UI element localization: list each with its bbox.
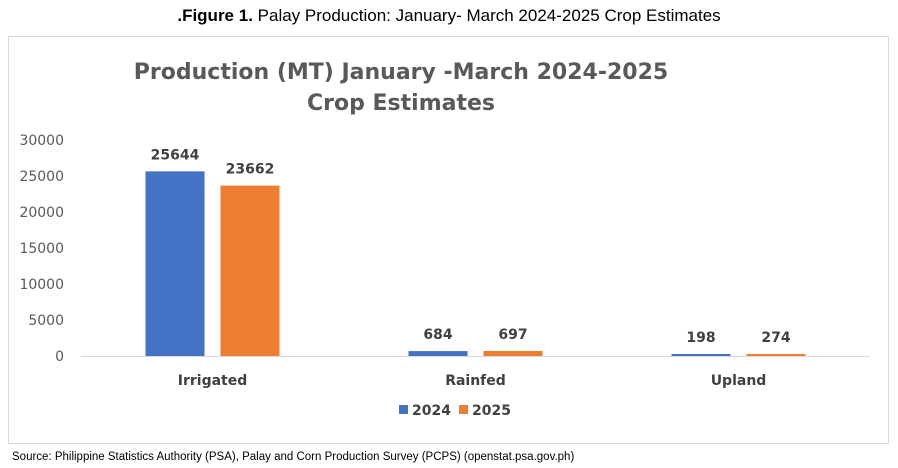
y-tick-label: 25000 <box>19 169 64 185</box>
data-label: 274 <box>761 330 790 346</box>
y-tick-label: 15000 <box>19 241 64 257</box>
legend-label: 2024 <box>412 403 451 419</box>
legend-swatch-2025 <box>459 405 468 414</box>
data-label: 198 <box>686 330 715 346</box>
y-tick-label: 0 <box>55 349 64 365</box>
bar-chart: Production (MT) January -March 2024-2025… <box>19 60 870 419</box>
data-label: 23662 <box>226 162 275 178</box>
x-tick-label: Rainfed <box>445 373 506 389</box>
data-label: 697 <box>498 327 527 343</box>
y-tick-label: 20000 <box>19 205 64 221</box>
bar-upland-2024 <box>671 354 731 356</box>
bar-irrigated-2024 <box>145 171 205 356</box>
bar-upland-2025 <box>746 354 806 356</box>
legend: 2024 2025 <box>399 403 511 419</box>
data-label: 25644 <box>151 147 200 163</box>
x-tick-label: Upland <box>711 373 767 389</box>
legend-label: 2025 <box>472 403 511 419</box>
bar-rainfed-2024 <box>408 351 468 356</box>
chart-frame: Production (MT) January -March 2024-2025… <box>8 36 889 444</box>
data-label: 684 <box>423 327 452 343</box>
y-tick-label: 30000 <box>19 133 64 149</box>
bar-rainfed-2025 <box>483 350 543 356</box>
plot-area: 0 5000 10000 15000 20000 25000 30000 25644 23662… <box>19 133 870 389</box>
chart-title-line-1: Production (MT) January -March 2024-2025 <box>134 60 668 85</box>
y-tick-label: 5000 <box>28 313 64 329</box>
figure-caption-text: Palay Production: January- March 2024-20… <box>252 6 721 25</box>
figure-number: .Figure 1. <box>177 6 253 25</box>
y-tick-label: 10000 <box>19 277 64 293</box>
bar-irrigated-2025 <box>220 185 280 356</box>
legend-swatch-2024 <box>399 405 408 414</box>
figure-caption: .Figure 1. Palay Production: January- Ma… <box>0 6 898 26</box>
chart-title-line-2: Crop Estimates <box>307 91 495 116</box>
x-tick-label: Irrigated <box>178 373 248 389</box>
source-note: Source: Philippine Statistics Authority … <box>12 451 575 463</box>
